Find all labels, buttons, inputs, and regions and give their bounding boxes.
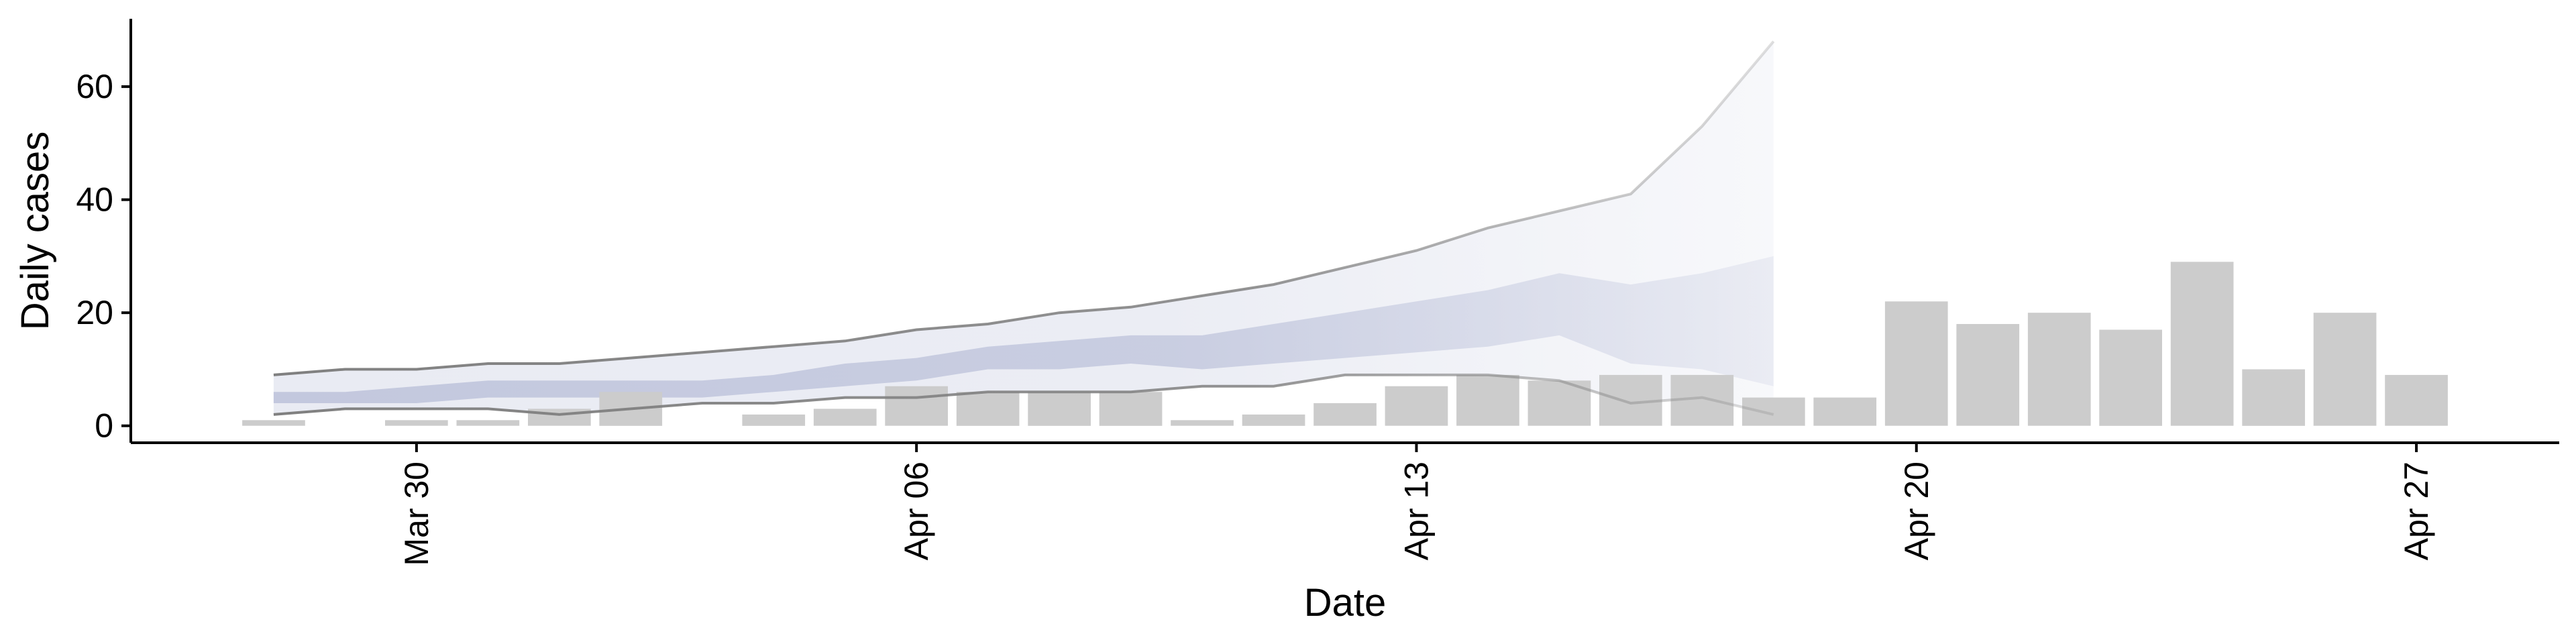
estimate-bands bbox=[273, 41, 1774, 415]
bar-2020-04-06 bbox=[885, 386, 948, 426]
bar-2020-04-26 bbox=[2313, 313, 2377, 426]
estimate-band-lines bbox=[273, 40, 1775, 416]
bar-2020-04-21 bbox=[1956, 324, 2020, 426]
bar-2020-04-12 bbox=[1313, 403, 1377, 426]
bar-2020-04-08 bbox=[1028, 392, 1091, 426]
bar-2020-04-25 bbox=[2242, 369, 2305, 426]
bar-2020-04-13 bbox=[1385, 386, 1448, 426]
x-axis-title: Date bbox=[1304, 581, 1387, 625]
bar-2020-04-09 bbox=[1099, 392, 1163, 426]
bar-2020-04-11 bbox=[1242, 414, 1305, 426]
y-axis-title: Daily cases bbox=[13, 131, 57, 331]
y-tick-label-20: 20 bbox=[76, 294, 113, 331]
y-tick-label-60: 60 bbox=[76, 68, 113, 105]
bar-2020-04-23 bbox=[2099, 329, 2162, 426]
upper-bound-line bbox=[273, 40, 1775, 376]
x-tick-label-apr-27: Apr 27 bbox=[2398, 462, 2435, 560]
bar-2020-04-27 bbox=[2385, 374, 2448, 426]
bar-2020-04-14 bbox=[1456, 374, 1519, 426]
axes bbox=[129, 19, 2559, 444]
x-tick-label-apr-06: Apr 06 bbox=[898, 462, 935, 560]
bar-2020-04-01 bbox=[528, 409, 591, 426]
bar-2020-04-19 bbox=[1813, 397, 1877, 426]
x-axis-ticks: Mar 30 Apr 06 Apr 13 Apr 20 Apr 27 bbox=[398, 443, 2435, 566]
lower-bound-line bbox=[273, 373, 1774, 416]
bar-2020-04-07 bbox=[956, 392, 1020, 426]
bar-2020-03-30 bbox=[385, 420, 448, 426]
bar-2020-03-28 bbox=[242, 420, 305, 426]
x-tick-label-apr-20: Apr 20 bbox=[1898, 462, 1935, 560]
bar-2020-04-20 bbox=[1884, 301, 1948, 426]
band-50-area bbox=[273, 256, 1774, 403]
y-axis-ticks: 0 20 40 60 bbox=[76, 68, 131, 445]
bar-2020-04-10 bbox=[1171, 420, 1234, 426]
y-tick-label-0: 0 bbox=[95, 407, 113, 445]
x-tick-label-apr-13: Apr 13 bbox=[1398, 462, 1436, 560]
bar-2020-04-18 bbox=[1742, 397, 1805, 426]
x-tick-label-mar-30: Mar 30 bbox=[398, 462, 435, 566]
bar-2020-04-22 bbox=[2027, 313, 2091, 426]
bar-2020-04-04 bbox=[742, 414, 806, 426]
y-tick-label-40: 40 bbox=[76, 181, 113, 219]
bar-2020-03-31 bbox=[456, 420, 520, 426]
bar-2020-04-05 bbox=[813, 409, 877, 426]
bar-2020-04-24 bbox=[2170, 262, 2234, 426]
